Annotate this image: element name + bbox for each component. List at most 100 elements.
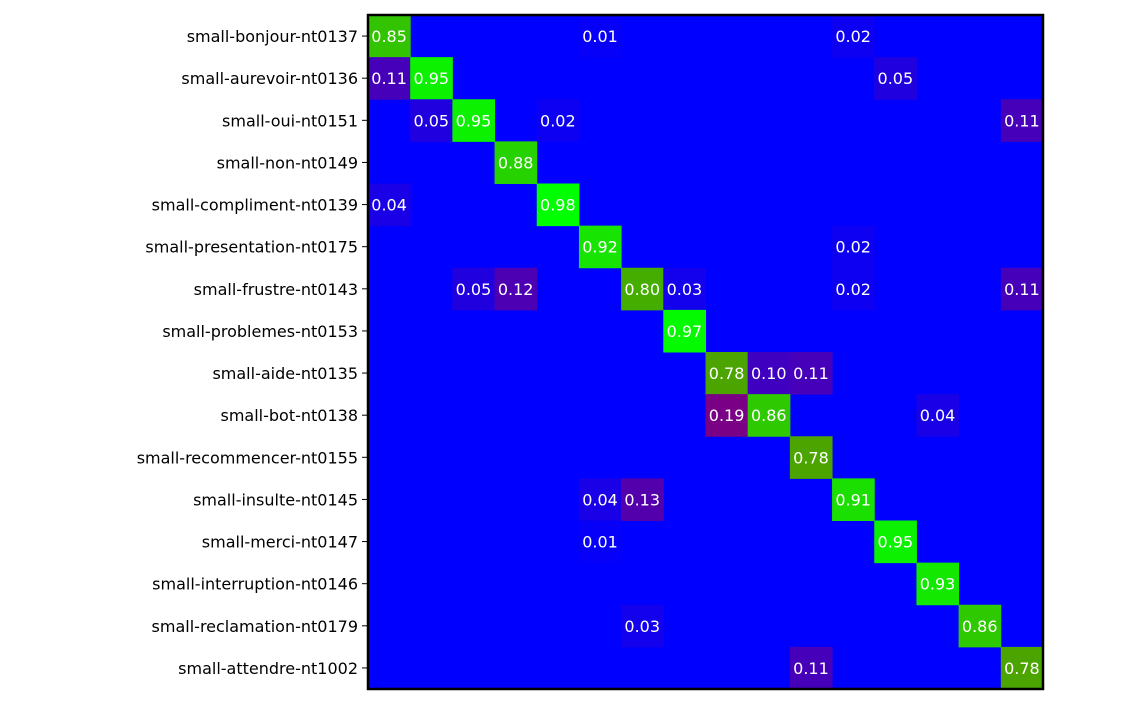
heatmap-cell [916, 562, 960, 606]
y-axis-tick-label: small-recommencer-nt0155 [137, 448, 358, 467]
heatmap-cell-label: 0.02 [540, 111, 576, 130]
y-axis-ticks [362, 35, 368, 669]
heatmap-cell-label: 0.78 [793, 448, 829, 467]
heatmap-cell [789, 352, 833, 395]
heatmap-cell-label: 0.86 [751, 406, 787, 425]
heatmap-cell [621, 604, 664, 648]
heatmap-cell-label: 0.11 [371, 69, 407, 88]
y-axis-tick-label: small-problemes-nt0153 [162, 322, 358, 341]
heatmap-cells [368, 15, 1044, 690]
heatmap-cell [578, 225, 622, 269]
heatmap-cell [368, 183, 411, 227]
heatmap-cell-label: 0.11 [1004, 111, 1040, 130]
heatmap-cell-label: 0.97 [667, 322, 703, 341]
y-axis-tick-label: small-frustre-nt0143 [194, 280, 358, 299]
heatmap-cell [621, 267, 664, 311]
heatmap-cell-label: 0.95 [456, 111, 492, 130]
heatmap-cell-label: 0.12 [498, 280, 534, 299]
heatmap-cell [452, 99, 496, 142]
heatmap-cell [663, 309, 706, 353]
heatmap-cell [832, 478, 875, 521]
heatmap-cell [958, 604, 1002, 648]
heatmap-cell [705, 352, 749, 395]
heatmap-cell [1000, 99, 1044, 142]
heatmap-cell [747, 394, 791, 437]
heatmap-cell [494, 141, 538, 184]
heatmap-cell-label: 0.04 [371, 196, 407, 215]
heatmap-cell [578, 520, 622, 564]
plot-frame [366, 13, 1045, 691]
heatmap-cell-label: 0.05 [878, 69, 914, 88]
y-axis-tick-label: small-attendre-nt1002 [178, 659, 358, 678]
heatmap-cell [578, 15, 622, 58]
heatmap-cell [410, 57, 453, 100]
y-axis-labels: small-bonjour-nt0137 small-aurevoir-nt013… [137, 27, 358, 678]
heatmap-cell [452, 267, 496, 311]
heatmap-cell [789, 436, 833, 479]
heatmap-cell-label: 0.88 [498, 153, 534, 172]
heatmap-cell [368, 57, 411, 100]
y-axis-tick-label: small-bot-nt0138 [220, 406, 358, 425]
heatmap-cell [874, 520, 917, 564]
heatmap-cell-labels: 0.85 0.01 0.02 0.11 0.95 0.05 0.05 0.95 0.02 0.11… [371, 27, 1039, 678]
heatmap-cell-label: 0.13 [624, 490, 660, 509]
heatmap-cell-label: 0.11 [793, 659, 829, 678]
heatmap-cell-label: 0.05 [413, 111, 449, 130]
y-axis-tick-label: small-aurevoir-nt0136 [181, 69, 358, 88]
heatmap-cell-label: 0.05 [456, 280, 492, 299]
heatmap-cell [916, 394, 960, 437]
heatmap-cell-label: 0.91 [835, 490, 871, 509]
heatmap-cell-label: 0.01 [582, 533, 618, 552]
heatmap-cell [1000, 646, 1044, 690]
plot-area: 0.85 0.01 0.02 0.11 0.95 0.05 0.05 0.95 0.02 0.11… [366, 13, 1045, 691]
y-axis-tick-label: small-aide-nt0135 [212, 364, 358, 383]
heatmap-cell [410, 99, 453, 142]
heatmap-cell [789, 646, 833, 690]
heatmap-cell [536, 99, 580, 142]
y-axis-tick-label: small-oui-nt0151 [222, 111, 358, 130]
y-axis-tick-label: small-insulte-nt0145 [193, 490, 358, 509]
heatmap-cell [832, 225, 875, 269]
heatmap-cell [536, 183, 580, 227]
heatmap-cell-label: 0.02 [835, 238, 871, 257]
heatmap-cell-label: 0.95 [413, 69, 449, 88]
heatmap-cell-label: 0.02 [835, 280, 871, 299]
y-axis-tick-label: small-compliment-nt0139 [152, 196, 358, 215]
heatmap-cell [832, 267, 875, 311]
heatmap-cell [832, 15, 875, 58]
heatmap-cell-label: 0.02 [835, 27, 871, 46]
y-axis-tick-label: small-interruption-nt0146 [152, 575, 358, 594]
y-axis-tick-label: small-non-nt0149 [217, 153, 358, 172]
y-axis-tick-label: small-bonjour-nt0137 [187, 27, 358, 46]
y-axis-tick-label: small-reclamation-nt0179 [152, 617, 358, 636]
heatmap-cell-label: 0.10 [751, 364, 787, 383]
heatmap-cell [1000, 267, 1044, 311]
heatmap-cell-label: 0.03 [624, 617, 660, 636]
heatmap-cell-label: 0.04 [920, 406, 956, 425]
heatmap-cell [368, 15, 411, 58]
heatmap-cell-label: 0.80 [624, 280, 660, 299]
heatmap-cell-label: 0.19 [709, 406, 745, 425]
heatmap-cell-label: 0.04 [582, 490, 618, 509]
y-axis-tick-label: small-merci-nt0147 [202, 533, 358, 552]
heatmap-cell [747, 352, 791, 395]
heatmap-cell-label: 0.11 [1004, 280, 1040, 299]
heatmap-cell [621, 478, 664, 521]
heatmap-cell-label: 0.01 [582, 27, 618, 46]
heatmap-cell-label: 0.78 [1004, 659, 1040, 678]
heatmap-cell [578, 478, 622, 521]
heatmap-cell-label: 0.98 [540, 196, 576, 215]
heatmap-cell [874, 57, 917, 100]
heatmap-cell [705, 394, 749, 437]
heatmap-cell-label: 0.92 [582, 238, 618, 257]
heatmap-cell [663, 267, 706, 311]
heatmap-cell [494, 267, 538, 311]
heatmap-cell-label: 0.11 [793, 364, 829, 383]
y-axis-tick-label: small-presentation-nt0175 [145, 238, 358, 257]
heatmap-cell-label: 0.85 [371, 27, 407, 46]
heatmap-cell-label: 0.03 [667, 280, 703, 299]
heatmap-cell-label: 0.95 [878, 533, 914, 552]
heatmap-cell-label: 0.78 [709, 364, 745, 383]
heatmap-cell-label: 0.93 [920, 575, 956, 594]
